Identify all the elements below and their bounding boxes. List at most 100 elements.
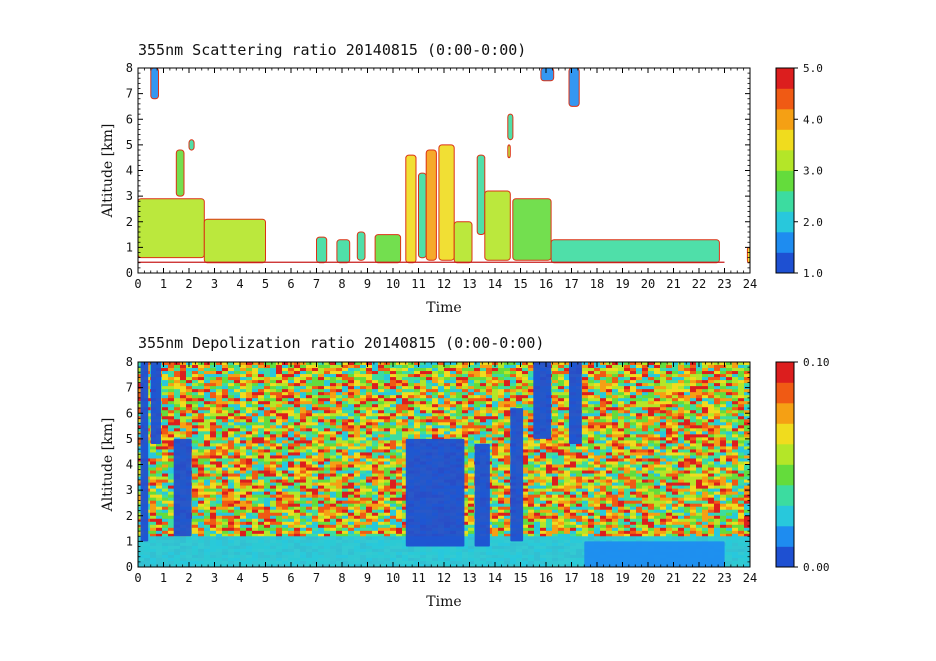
depol-noise-cell	[228, 389, 235, 393]
depol-noise-cell	[168, 524, 175, 529]
depol-noise-cell	[444, 422, 451, 426]
depol-noise-cell	[444, 410, 451, 414]
depol-noise-cell	[486, 404, 493, 408]
depol-noise-cell	[246, 425, 253, 429]
depol-noise-cell	[210, 506, 217, 511]
depol-noise-cell	[468, 362, 475, 366]
depol-noise-cell	[294, 485, 301, 490]
depol-noise-cell	[204, 488, 211, 493]
depol-noise-cell	[150, 491, 157, 496]
depol-noise-cell	[462, 383, 469, 387]
depol-noise-cell	[228, 458, 235, 462]
depol-noise-cell	[396, 470, 403, 474]
depol-noise-cell	[462, 530, 469, 535]
depol-noise-cell	[480, 395, 487, 399]
depol-noise-cell	[282, 365, 289, 369]
depol-noise-cell	[210, 377, 217, 381]
depol-noise-cell	[330, 434, 337, 438]
depol-noise-cell	[318, 416, 325, 420]
depol-noise-cell	[492, 371, 499, 375]
depol-noise-cell	[228, 527, 235, 532]
depol-noise-cell	[390, 512, 397, 517]
depol-noise-cell	[288, 494, 295, 499]
depol-noise-cell	[210, 362, 217, 366]
depol-noise-cell	[354, 494, 361, 499]
depol-noise-cell	[534, 500, 541, 505]
depol-noise-cell	[282, 362, 289, 366]
depol-noise-cell	[426, 392, 433, 396]
depol-noise-cell	[456, 419, 463, 423]
depol-noise-cell	[168, 410, 175, 414]
depol-noise-cell	[492, 491, 499, 496]
depol-noise-cell	[492, 449, 499, 453]
depol-noise-cell	[240, 380, 247, 384]
depol-noise-cell	[378, 482, 385, 486]
depol-noise-cell	[294, 419, 301, 423]
depol-noise-cell	[480, 383, 487, 387]
depol-noise-cell	[468, 422, 475, 426]
depol-noise-cell	[204, 443, 211, 447]
depol-noise-cell	[312, 389, 319, 393]
depol-noise-cell	[402, 362, 409, 366]
scattering-feature-outline	[425, 149, 437, 261]
depol-noise-cell	[222, 527, 229, 532]
depol-noise-cell	[312, 374, 319, 378]
depol-noise-cell	[276, 515, 283, 520]
depol-noise-cell	[204, 533, 211, 538]
depol-noise-cell	[300, 470, 307, 474]
depol-noise-cell	[456, 431, 463, 435]
depol-noise-cell	[234, 491, 241, 496]
depol-noise-cell	[162, 440, 169, 444]
depol-noise-cell	[486, 386, 493, 390]
depol-noise-cell	[498, 458, 505, 462]
depol-noise-cell	[288, 503, 295, 508]
depol-noise-cell	[276, 401, 283, 405]
depol-noise-cell	[294, 389, 301, 393]
depol-noise-cell	[420, 431, 427, 435]
depol-noise-cell	[384, 365, 391, 369]
depol-noise-cell	[396, 515, 403, 520]
depol-noise-cell	[324, 455, 331, 459]
depol-noise-cell	[396, 473, 403, 477]
depol-noise-cell	[312, 509, 319, 514]
depol-noise-cell	[228, 437, 235, 441]
depol-noise-cell	[270, 410, 277, 414]
depol-noise-cell	[294, 452, 301, 456]
depol-noise-cell	[192, 533, 199, 538]
depol-noise-cell	[210, 392, 217, 396]
depol-noise-cell	[192, 434, 199, 438]
depol-noise-cell	[522, 518, 529, 523]
depol-noise-cell	[402, 401, 409, 405]
depol-noise-cell	[396, 485, 403, 490]
depol-noise-cell	[372, 467, 379, 471]
depol-noise-cell	[354, 503, 361, 508]
depol-noise-cell	[354, 404, 361, 408]
depol-noise-cell	[276, 383, 283, 387]
depol-noise-cell	[168, 383, 175, 387]
depol-noise-cell	[306, 533, 313, 538]
depol-noise-cell	[366, 416, 373, 420]
depol-noise-cell	[342, 464, 349, 468]
depol-noise-cell	[480, 404, 487, 408]
depol-noise-cell	[300, 392, 307, 396]
depol-noise-cell	[504, 449, 511, 453]
depol-noise-cell	[252, 482, 259, 486]
depol-noise-cell	[300, 464, 307, 468]
depol-noise-cell	[162, 503, 169, 508]
depol-noise-cell	[300, 506, 307, 511]
depol-noise-cell	[168, 446, 175, 450]
depol-noise-cell	[240, 530, 247, 535]
depol-noise-cell	[216, 470, 223, 474]
depol-noise-cell	[480, 413, 487, 417]
depol-noise-cell	[288, 488, 295, 493]
depol-noise-cell	[480, 386, 487, 390]
depol-noise-cell	[234, 389, 241, 393]
depol-noise-cell	[348, 443, 355, 447]
depol-noise-cell	[270, 500, 277, 505]
depol-noise-cell	[360, 476, 367, 480]
depol-noise-cell	[348, 419, 355, 423]
depol-noise-cell	[468, 413, 475, 417]
depol-noise-cell	[198, 368, 205, 372]
depol-noise-cell	[264, 473, 271, 477]
depol-noise-cell	[252, 521, 259, 526]
